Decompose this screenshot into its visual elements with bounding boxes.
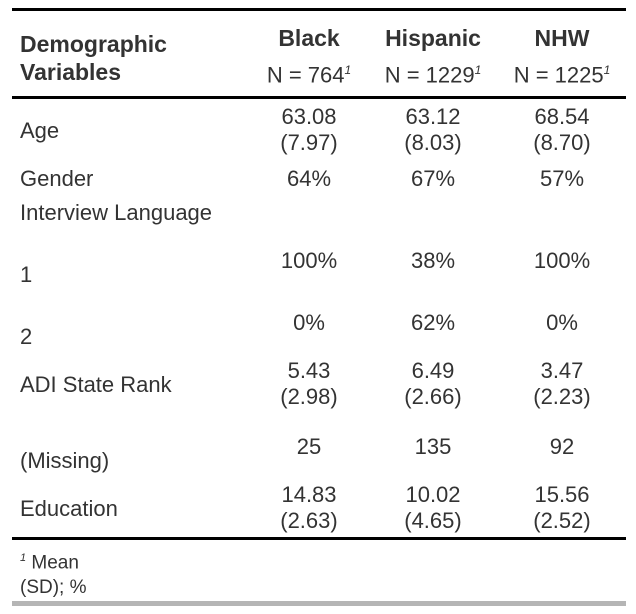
cell-language-2-black: 0% (293, 310, 325, 335)
footnote-line1: Mean (31, 552, 79, 574)
cell-missing-nhw: 92 (549, 434, 575, 459)
column-name: Hispanic (385, 25, 481, 51)
column-n-text: N = 1225 (513, 62, 604, 88)
footnote: 1 Mean (SD); % (20, 546, 87, 600)
cell-missing-hispanic: 135 (414, 434, 452, 459)
cell-education-nhw: 15.56 (2.52) (533, 482, 591, 533)
footnote-marker: 1 (20, 552, 27, 564)
column-header-hispanic: Hispanic N = 12291 (368, 24, 498, 90)
row-label-missing: (Missing) (20, 448, 110, 473)
cell-adi-nhw: 3.47 (2.23) (533, 358, 591, 409)
row-label-education: Education (20, 496, 118, 521)
table-bottom-rule (12, 537, 626, 540)
cell-education-hispanic: 10.02 (4.65) (404, 482, 462, 533)
column-n-text: N = 1229 (384, 62, 475, 88)
table-top-rule (12, 8, 626, 11)
row-label-language-1: 1 (20, 262, 33, 287)
column-name: Black (278, 25, 340, 51)
column-header-nhw: NHW N = 12251 (497, 24, 627, 90)
footnote-marker: 1 (603, 63, 611, 77)
header-demographic-variables: Demographic Variables (20, 30, 167, 86)
cell-adi-black: 5.43 (2.98) (280, 358, 338, 409)
row-label-language-2: 2 (20, 324, 33, 349)
header-label-line1: Demographic (20, 31, 167, 57)
column-n: N = 12251 (497, 55, 627, 90)
cell-language-1-black: 100% (280, 248, 338, 273)
row-label-interview-language: Interview Language (20, 200, 213, 225)
cell-age-hispanic: 63.12 (8.03) (404, 104, 462, 155)
page-bottom-bar (12, 601, 626, 606)
header-bottom-rule (12, 96, 626, 99)
cell-language-1-hispanic: 38% (410, 248, 456, 273)
row-label-gender: Gender (20, 166, 94, 191)
column-n-text: N = 764 (266, 62, 345, 88)
cell-adi-hispanic: 6.49 (2.66) (404, 358, 462, 409)
row-label-age: Age (20, 118, 60, 143)
cell-gender-nhw: 57% (539, 166, 585, 191)
header-label-line2: Variables (20, 59, 122, 85)
cell-gender-hispanic: 67% (410, 166, 456, 191)
row-label-adi-state-rank: ADI State Rank (20, 372, 172, 397)
column-n: N = 7641 (244, 55, 374, 90)
column-name: NHW (534, 25, 590, 51)
cell-language-2-nhw: 0% (546, 310, 578, 335)
cell-age-black: 63.08 (7.97) (280, 104, 338, 155)
cell-gender-black: 64% (286, 166, 332, 191)
cell-language-2-hispanic: 62% (410, 310, 456, 335)
footnote-line2: (SD); % (20, 577, 87, 599)
column-n: N = 12291 (368, 55, 498, 90)
cell-education-black: 14.83 (2.63) (280, 482, 338, 533)
footnote-marker: 1 (344, 63, 352, 77)
footnote-marker: 1 (474, 63, 482, 77)
cell-missing-black: 25 (296, 434, 322, 459)
column-header-black: Black N = 7641 (244, 24, 374, 90)
cell-language-1-nhw: 100% (533, 248, 591, 273)
cell-age-nhw: 68.54 (8.70) (533, 104, 591, 155)
